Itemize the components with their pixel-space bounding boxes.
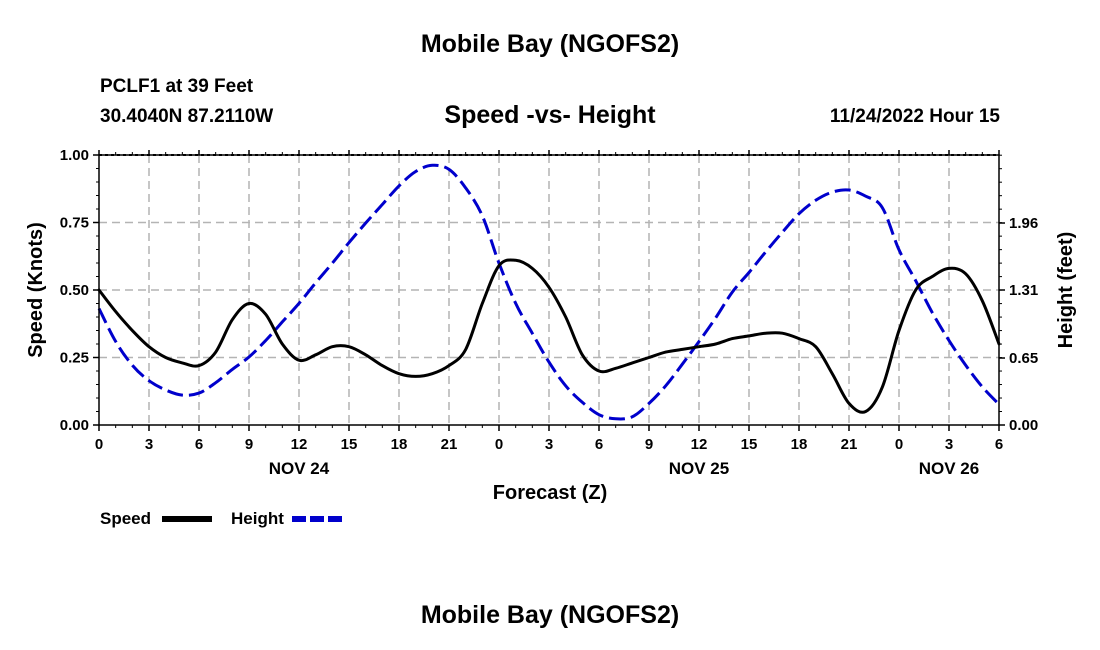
x-tick-label: 6 (595, 436, 603, 453)
x-tick-label: 21 (841, 436, 858, 453)
x-tick-label: 0 (95, 436, 103, 453)
y-axis-title-left: Speed (Knots) (25, 222, 47, 358)
series-line-speed (97, 258, 1001, 414)
x-tick-label: 15 (341, 436, 358, 453)
legend-height-label: Height (231, 509, 284, 528)
date-label: NOV 25 (669, 459, 729, 478)
y-axis-title-right: Height (feet) (1055, 232, 1077, 349)
x-tick-label: 0 (895, 436, 903, 453)
series-line-height (97, 163, 1001, 421)
x-tick-label: 9 (645, 436, 653, 453)
station-coords: 30.4040N 87.2110W (100, 106, 274, 127)
date-label: NOV 26 (919, 459, 979, 478)
x-axis-title: Forecast (Z) (492, 482, 608, 504)
chart-ticks (93, 150, 1005, 431)
x-tick-label: 3 (545, 436, 553, 453)
axis-labels: 0 3 6 9 12 15 18 21 0 3 6 9 12 15 18 21 0 3 6 0.00 0.25 0.50 0… (25, 147, 1077, 478)
station-label: PCLF1 at 39 Feet (100, 76, 254, 97)
y-tick-label-right: 0.65 (1009, 350, 1038, 367)
y-tick-label-left: 0.50 (60, 282, 89, 299)
date-label: NOV 24 (269, 459, 330, 478)
chart-title: Speed -vs- Height (444, 101, 656, 129)
x-tick-label: 9 (245, 436, 253, 453)
x-tick-label: 3 (145, 436, 153, 453)
y-tick-label-right: 1.96 (1009, 215, 1038, 232)
x-tick-label: 18 (391, 436, 408, 453)
y-tick-label-right: 0.00 (1009, 417, 1038, 434)
y-tick-label-left: 0.75 (60, 215, 89, 232)
legend-speed-label: Speed (100, 509, 152, 528)
page-title-bottom: Mobile Bay (NGOFS2) (420, 601, 680, 629)
x-tick-label: 0 (495, 436, 503, 453)
page-title-top: Mobile Bay (NGOFS2) (420, 30, 680, 58)
legend-speed-swatch (162, 516, 212, 522)
x-tick-label: 15 (741, 436, 758, 453)
y-tick-label-left: 1.00 (60, 147, 89, 164)
x-tick-label: 3 (945, 436, 953, 453)
x-tick-label: 12 (291, 436, 308, 453)
legend-height-swatch (292, 516, 342, 522)
y-tick-label-left: 0.25 (60, 350, 89, 367)
y-tick-label-right: 1.31 (1009, 282, 1038, 299)
y-tick-label-left: 0.00 (60, 417, 89, 434)
x-tick-label: 18 (791, 436, 808, 453)
x-tick-label: 12 (691, 436, 708, 453)
chart-series (97, 163, 1001, 421)
x-tick-label: 6 (995, 436, 1003, 453)
x-tick-label: 6 (195, 436, 203, 453)
x-tick-label: 21 (441, 436, 458, 453)
forecast-timestamp: 11/24/2022 Hour 15 (829, 106, 1000, 127)
